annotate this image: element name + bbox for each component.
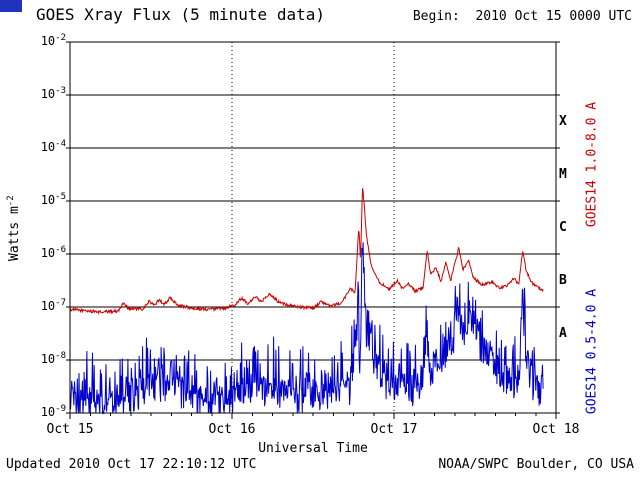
y-tick-label: 10-3 (40, 86, 66, 101)
y-tick-label: 10-2 (40, 33, 66, 48)
x-axis-label: Universal Time (258, 441, 368, 456)
x-tick-label: Oct 18 (532, 422, 580, 437)
x-tick-label: Oct 16 (208, 422, 256, 437)
flare-class-label-a: A (559, 325, 567, 341)
y-tick-label: 10-4 (40, 139, 66, 154)
noaa-credit: NOAA/SWPC Boulder, CO USA (438, 457, 634, 472)
corner-marker (0, 0, 22, 12)
updated-timestamp: Updated 2010 Oct 17 22:10:12 UTC (6, 457, 257, 472)
x-tick-label: Oct 15 (46, 422, 94, 437)
begin-time-label: Begin: 2010 Oct 15 0000 UTC (412, 9, 632, 24)
flare-class-label-b: B (559, 272, 567, 288)
y-axis-label: Watts m-2 (6, 168, 22, 288)
flare-class-label-x: X (559, 113, 567, 129)
y-tick-label: 10-9 (40, 404, 66, 419)
flare-class-label-c: C (559, 219, 567, 235)
x-tick-label: Oct 17 (370, 422, 418, 437)
chart-title: GOES Xray Flux (5 minute data) (36, 5, 325, 24)
y-tick-label: 10-8 (40, 351, 66, 366)
y-axis-label-exponent: -2 (5, 195, 16, 207)
y-tick-label: 10-6 (40, 245, 66, 260)
series-label-short: GOES14 0.5-4.0 A (584, 288, 600, 415)
y-tick-label: 10-5 (40, 192, 66, 207)
flare-class-label-m: M (559, 166, 567, 182)
y-tick-label: 10-7 (40, 298, 66, 313)
